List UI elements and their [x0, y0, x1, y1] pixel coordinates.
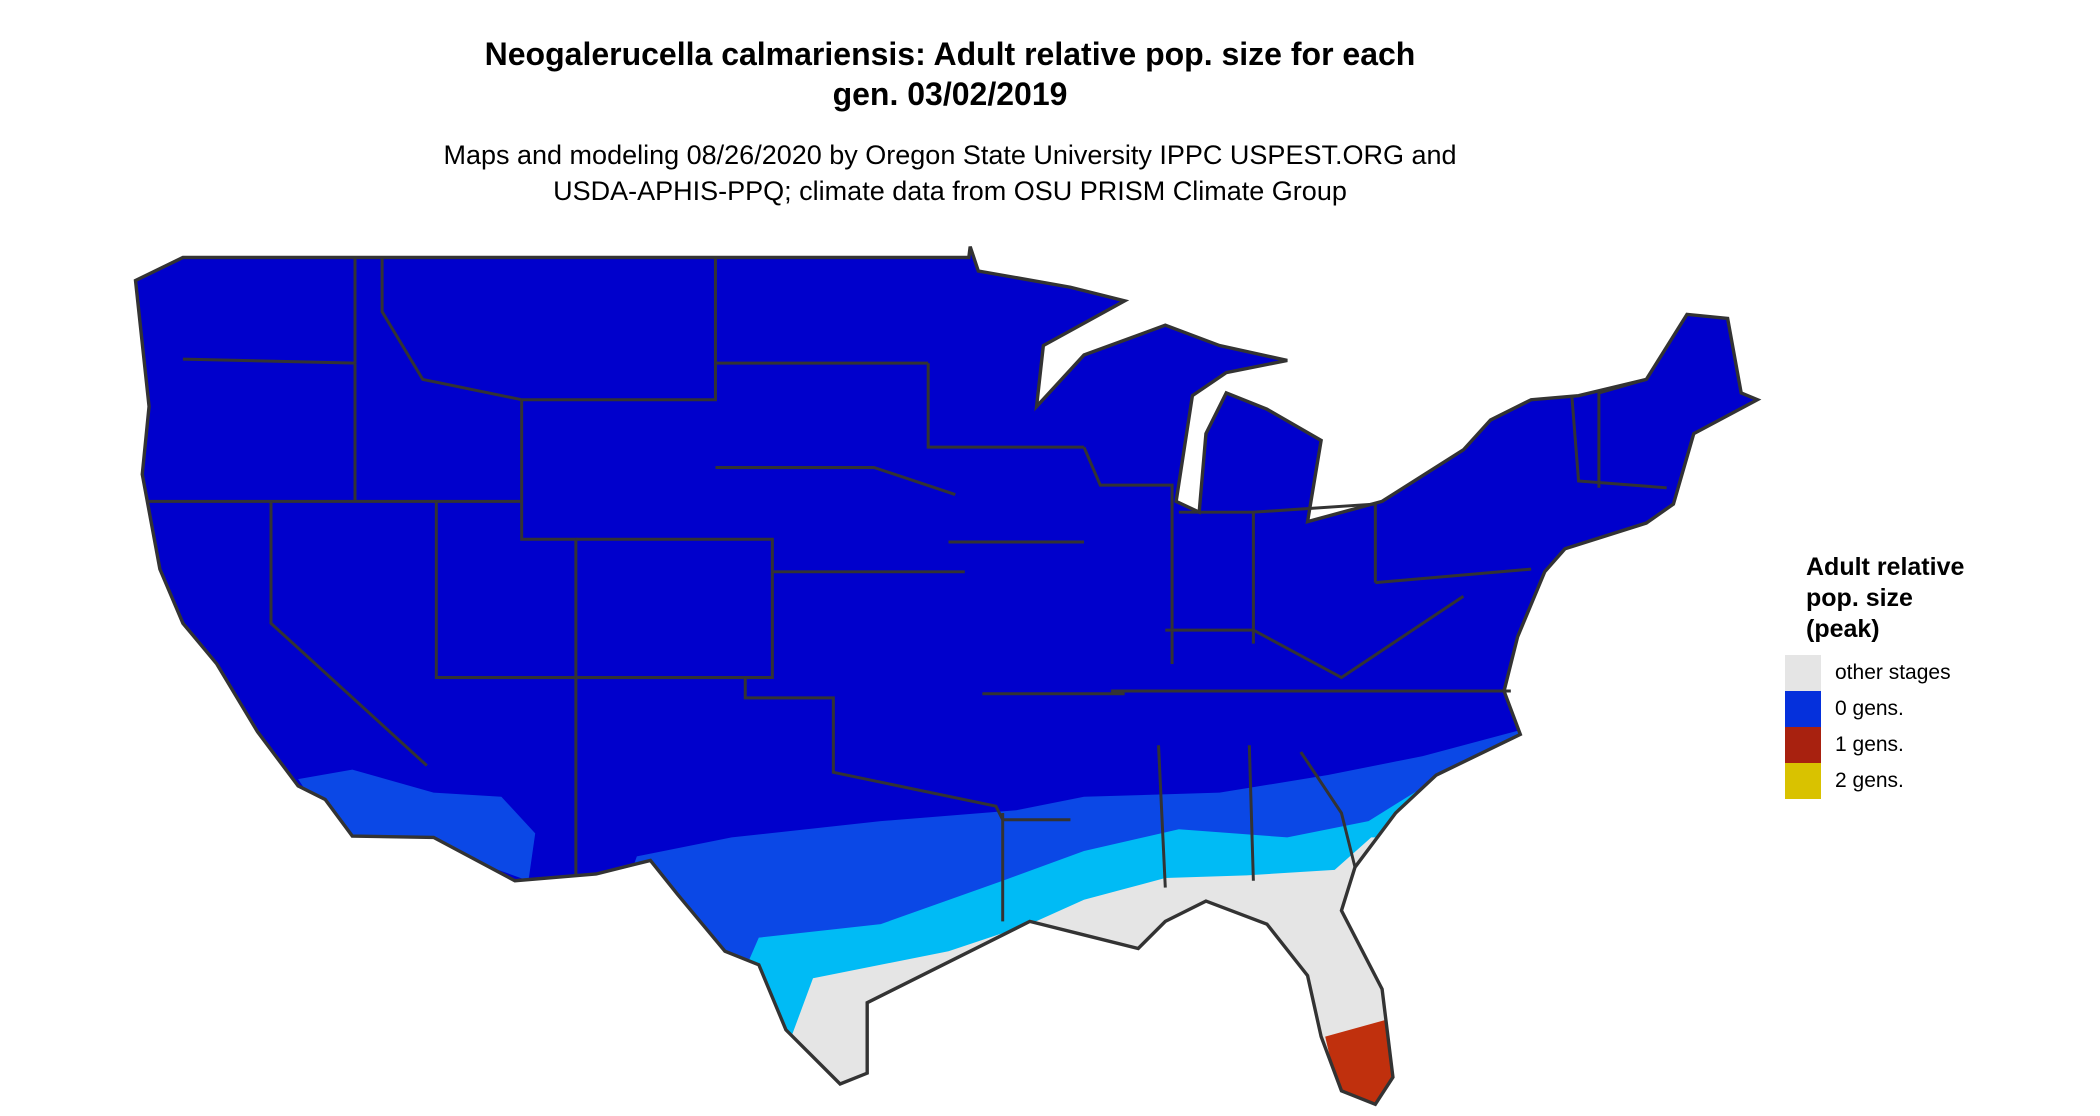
legend-item-2-gens: 2 gens. [1785, 763, 2026, 799]
state-border-line [1570, 395, 1667, 490]
legend-title: Adult relative pop. size (peak) [1806, 552, 2026, 645]
legend-item-0-gens: 0 gens. [1785, 691, 2026, 727]
legend-swatch [1785, 727, 1821, 763]
state-border-line [380, 257, 522, 402]
legend-items: other stages 0 gens. 1 gens. 2 gens. [1785, 655, 2026, 799]
legend-title-line: (peak) [1806, 615, 1880, 643]
state-border-line [1247, 745, 1255, 881]
state-border-line [1299, 751, 1357, 868]
legend: Adult relative pop. size (peak) other st… [1785, 552, 2026, 799]
state-border-line [520, 399, 578, 678]
legend-item-other-stages: other stages [1785, 655, 2026, 691]
legend-title-line: Adult relative [1806, 553, 1965, 581]
legend-title-line: pop. size [1806, 584, 1913, 612]
map-subtitle: Maps and modeling 08/26/2020 by Oregon S… [300, 137, 1600, 209]
legend-swatch [1785, 691, 1821, 727]
state-border-line [269, 501, 428, 767]
legend-label: 0 gens. [1835, 697, 1904, 720]
state-border-line [434, 501, 578, 874]
legend-label: 2 gens. [1835, 769, 1904, 792]
state-border-line [926, 363, 1085, 449]
subtitle-line-2: USDA-APHIS-PPQ; climate data from OSU PR… [553, 176, 1347, 206]
state-border-line [1157, 745, 1167, 888]
state-border-line [575, 537, 774, 679]
us-outline [135, 246, 1758, 1105]
map-title: Neogalerucella calmariensis: Adult relat… [350, 34, 1550, 114]
legend-swatch [1785, 655, 1821, 691]
legend-label: other stages [1835, 661, 1951, 684]
subtitle-line-1: Maps and modeling 08/26/2020 by Oregon S… [443, 140, 1457, 170]
state-border-line [1165, 594, 1465, 680]
zone-west-mid-blue [298, 769, 536, 881]
state-border-line [1375, 567, 1532, 585]
title-line-1: Neogalerucella calmariensis: Adult relat… [484, 36, 1416, 72]
us-border [133, 246, 1762, 1107]
state-border-line [1082, 446, 1174, 664]
state-border-line [715, 465, 956, 496]
title-line-2: gen. 03/02/2019 [832, 76, 1068, 112]
legend-label: 1 gens. [1835, 733, 1904, 756]
state-border-line [521, 257, 717, 402]
legend-item-1-gens: 1 gens. [1785, 727, 2026, 763]
legend-swatch [1785, 763, 1821, 799]
zone-one-gen [1325, 1018, 1399, 1105]
